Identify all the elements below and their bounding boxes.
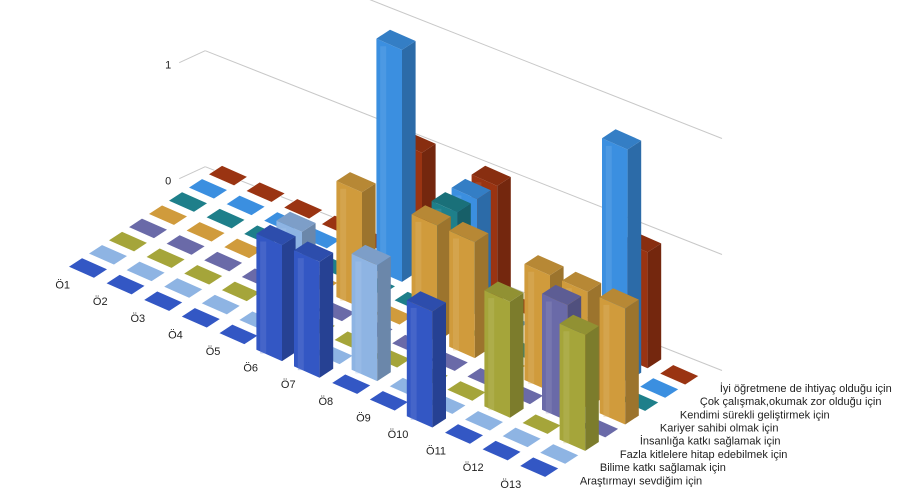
floor-tile bbox=[446, 380, 487, 402]
bar bbox=[406, 291, 446, 428]
floor-tile bbox=[463, 410, 505, 432]
floor-tile bbox=[162, 277, 204, 299]
bar bbox=[351, 244, 391, 382]
bar bbox=[256, 224, 296, 362]
y-tick-label: 0 bbox=[165, 176, 171, 188]
floor-tile bbox=[127, 217, 169, 239]
floor-tile bbox=[145, 247, 186, 269]
category-label: Ö1 bbox=[55, 280, 70, 292]
gridline bbox=[178, 50, 206, 64]
bars bbox=[256, 29, 662, 451]
floor-tile bbox=[87, 244, 129, 266]
floor-tile bbox=[105, 274, 146, 296]
category-label: Ö7 bbox=[281, 379, 296, 391]
floor-tile bbox=[521, 413, 562, 435]
series-label: Kariyer sahibi olmak için bbox=[660, 423, 779, 435]
floor-tile bbox=[167, 191, 209, 213]
category-label: Ö3 bbox=[131, 313, 146, 325]
series-label: Araştırmayı sevdiğim için bbox=[580, 475, 702, 487]
floor-tile bbox=[368, 390, 410, 412]
y-tick-label: 1 bbox=[165, 60, 171, 72]
category-label: Ö13 bbox=[500, 479, 521, 489]
category-label: Ö11 bbox=[426, 446, 446, 458]
floor-tile bbox=[220, 280, 262, 302]
category-labels: Ö1 Ö2 Ö3 Ö4 Ö5 Ö6 Ö7 Ö8 Ö9 Ö10 Ö11 Ö12 Ö13 bbox=[55, 280, 521, 489]
bar bbox=[449, 221, 489, 359]
floor-tile bbox=[518, 456, 560, 478]
floor-tile bbox=[165, 234, 206, 256]
floor-tile bbox=[245, 181, 286, 203]
floor-tile bbox=[147, 204, 189, 226]
series-label: İnsanlığa katkı sağlamak için bbox=[640, 435, 781, 448]
gridline bbox=[369, 0, 723, 139]
floor-tile bbox=[200, 294, 242, 316]
category-label: Ö9 bbox=[356, 412, 371, 424]
floor-tile bbox=[107, 231, 149, 253]
category-label: Ö2 bbox=[93, 296, 108, 308]
category-label: Ö4 bbox=[168, 329, 183, 341]
bar bbox=[599, 288, 639, 425]
floor-tile bbox=[501, 426, 542, 448]
gridline bbox=[178, 166, 206, 180]
floor-tile bbox=[282, 198, 324, 220]
series-label: Bilime katkı sağlamak için bbox=[600, 462, 726, 474]
floor-tile bbox=[202, 251, 244, 273]
floor-tile bbox=[443, 423, 485, 445]
category-label: Ö12 bbox=[463, 462, 484, 474]
bar bbox=[294, 241, 334, 378]
floor-tile bbox=[185, 221, 226, 243]
series-label: Fazla kitlelere hitap edebilmek için bbox=[620, 449, 788, 461]
floor-tile bbox=[205, 208, 246, 230]
category-label: Ö8 bbox=[319, 396, 334, 408]
floor-tile bbox=[180, 307, 222, 329]
floor-tile bbox=[182, 264, 224, 286]
bar bbox=[376, 29, 416, 282]
bar bbox=[484, 281, 524, 418]
floor-tile bbox=[187, 178, 229, 200]
floor-tile bbox=[218, 323, 259, 345]
series-label: Çok çalışmak,okumak zor olduğu için bbox=[700, 396, 882, 408]
floor-tile bbox=[538, 443, 580, 465]
bar bbox=[559, 314, 599, 451]
floor-tile bbox=[225, 194, 266, 216]
floor-tile bbox=[330, 373, 372, 395]
floor-tile bbox=[481, 440, 522, 462]
category-label: Ö10 bbox=[388, 429, 409, 441]
y-axis-ticks: 012 bbox=[165, 60, 171, 188]
series-label: İyi öğretmene de ihtiyaç olduğu için bbox=[720, 382, 892, 395]
floor-tile bbox=[67, 257, 109, 279]
floor-tile bbox=[142, 290, 184, 312]
floor-tile bbox=[638, 377, 680, 399]
floor-tile bbox=[658, 364, 700, 386]
category-label: Ö6 bbox=[243, 363, 258, 375]
series-label: Kendimi sürekli geliştirmek için bbox=[680, 409, 830, 421]
floor-tile bbox=[125, 260, 166, 282]
category-label: Ö5 bbox=[206, 346, 221, 358]
floor-tile bbox=[207, 165, 249, 187]
